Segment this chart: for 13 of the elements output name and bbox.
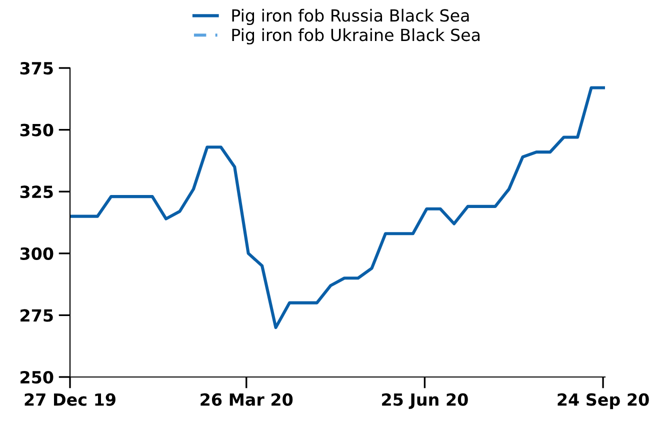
y-tick-label: 350	[20, 124, 54, 136]
x-tick-label: 25 Jun 20	[382, 393, 468, 409]
legend-label: Pig iron fob Ukraine Black Sea	[232, 28, 480, 44]
x-tick-label: 27 Dec 19	[24, 393, 116, 406]
y-tick-label: 375	[20, 62, 53, 75]
x-tick-label: 26 Mar 20	[200, 393, 293, 406]
legend-label: Pig iron fob Russia Black Sea	[232, 8, 469, 25]
line-series	[70, 86, 605, 330]
y-tick-label: 300	[20, 247, 54, 260]
y-tick-label: 275	[20, 309, 53, 322]
y-tick-label: 250	[20, 370, 54, 384]
x-tick-label: 24 Sep 20	[558, 393, 649, 410]
y-tick-label: 325	[20, 186, 53, 198]
